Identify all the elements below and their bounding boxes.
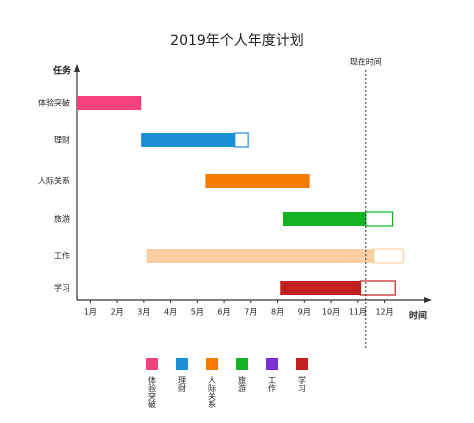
x-tick-label: 4月 xyxy=(164,308,177,317)
x-arrow xyxy=(424,297,432,303)
now-label: 现在时间 xyxy=(350,57,382,67)
x-tick-label: 11月 xyxy=(349,308,367,317)
legend-label: 理财 xyxy=(178,376,187,393)
task-label: 学习 xyxy=(54,283,70,293)
progress-bar xyxy=(282,212,366,226)
legend-swatch xyxy=(266,358,278,370)
legend-swatch xyxy=(176,358,188,370)
legend-label: 学习 xyxy=(298,375,307,393)
legend-swatch xyxy=(146,358,158,370)
progress-bar xyxy=(146,249,374,263)
x-tick-label: 6月 xyxy=(218,308,231,317)
task-label: 旅游 xyxy=(54,214,70,224)
task-label: 人际关系 xyxy=(38,176,70,186)
chart-title: 2019年个人年度计划 xyxy=(170,33,304,49)
x-tick-label: 1月 xyxy=(84,308,97,317)
y-axis-label: 任务 xyxy=(52,65,72,77)
legend-swatch xyxy=(206,358,218,370)
x-tick-label: 7月 xyxy=(244,308,257,317)
progress-bar xyxy=(77,96,142,110)
x-tick-label: 10月 xyxy=(322,308,340,317)
legend-swatch xyxy=(296,358,308,370)
x-tick-label: 9月 xyxy=(298,308,311,317)
remaining-bar xyxy=(234,132,249,148)
progress-bar xyxy=(205,174,310,188)
task-label: 理财 xyxy=(54,135,70,145)
remaining-bar xyxy=(373,248,404,264)
x-tick-label: 12月 xyxy=(375,308,393,317)
task-label: 工作 xyxy=(54,251,70,261)
x-tick-label: 8月 xyxy=(271,308,284,317)
x-tick-label: 5月 xyxy=(191,308,204,317)
legend-label: 工作 xyxy=(268,376,277,393)
progress-bar xyxy=(280,281,361,295)
y-arrow xyxy=(74,64,80,72)
remaining-bar xyxy=(365,211,394,227)
legend-swatch xyxy=(236,358,248,370)
legend-label: 体验突破 xyxy=(148,375,157,409)
x-axis-label: 时间 xyxy=(409,310,427,322)
progress-bar xyxy=(141,133,235,147)
x-tick-label: 3月 xyxy=(137,308,150,317)
legend-label: 人际关系 xyxy=(208,376,217,408)
legend-label: 旅游 xyxy=(238,375,247,393)
task-label: 体验突破 xyxy=(38,98,70,108)
x-tick-label: 2月 xyxy=(111,308,124,317)
